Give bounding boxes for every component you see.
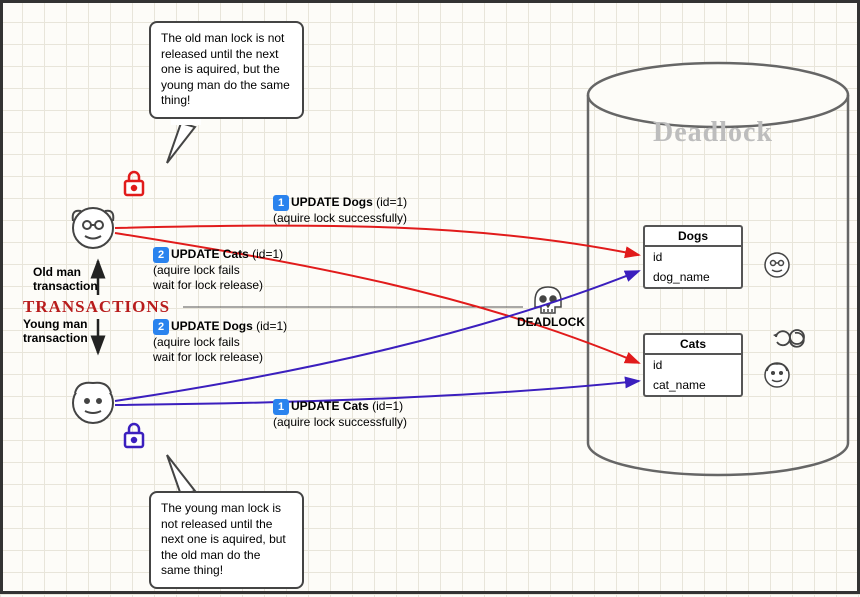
deadlock-label: DEADLOCK: [517, 315, 585, 329]
old-man-icon: [73, 208, 114, 248]
db-title: Deadlock: [653, 117, 773, 149]
transactions-title: TRANSACTIONS: [23, 297, 170, 317]
table-header: Dogs: [645, 227, 741, 247]
young-man-icon: [73, 383, 113, 423]
table-dogs: Dogs id dog_name: [643, 225, 743, 289]
step-young-1: 1UPDATE Cats (id=1) (aquire lock success…: [273, 399, 407, 430]
step-old-2: 2UPDATE Cats (id=1) (aquire lock fails w…: [153, 247, 283, 293]
step-badge: 1: [273, 399, 289, 415]
step-badge: 2: [153, 319, 169, 335]
young-man-icon: [765, 363, 789, 387]
young-man-label: Young man transaction: [23, 317, 88, 346]
callout-text: The young man lock is not released until…: [161, 501, 286, 577]
table-col: id: [645, 355, 741, 375]
callout-text: The old man lock is not released until t…: [161, 31, 290, 107]
lock-icon: [125, 424, 143, 447]
lock-icon: [125, 172, 143, 195]
table-col: id: [645, 247, 741, 267]
old-man-label: Old man transaction: [33, 265, 98, 294]
table-col: dog_name: [645, 267, 741, 287]
cycle-icon: [773, 330, 804, 347]
table-col: cat_name: [645, 375, 741, 395]
step-old-1: 1UPDATE Dogs (id=1) (aquire lock success…: [273, 195, 407, 226]
callout-young-man: The young man lock is not released until…: [149, 491, 304, 589]
step-badge: 2: [153, 247, 169, 263]
step-badge: 1: [273, 195, 289, 211]
step-young-2: 2UPDATE Dogs (id=1) (aquire lock fails w…: [153, 319, 287, 365]
old-man-icon: [765, 253, 789, 277]
table-cats: Cats id cat_name: [643, 333, 743, 397]
callout-old-man: The old man lock is not released until t…: [149, 21, 304, 119]
table-header: Cats: [645, 335, 741, 355]
